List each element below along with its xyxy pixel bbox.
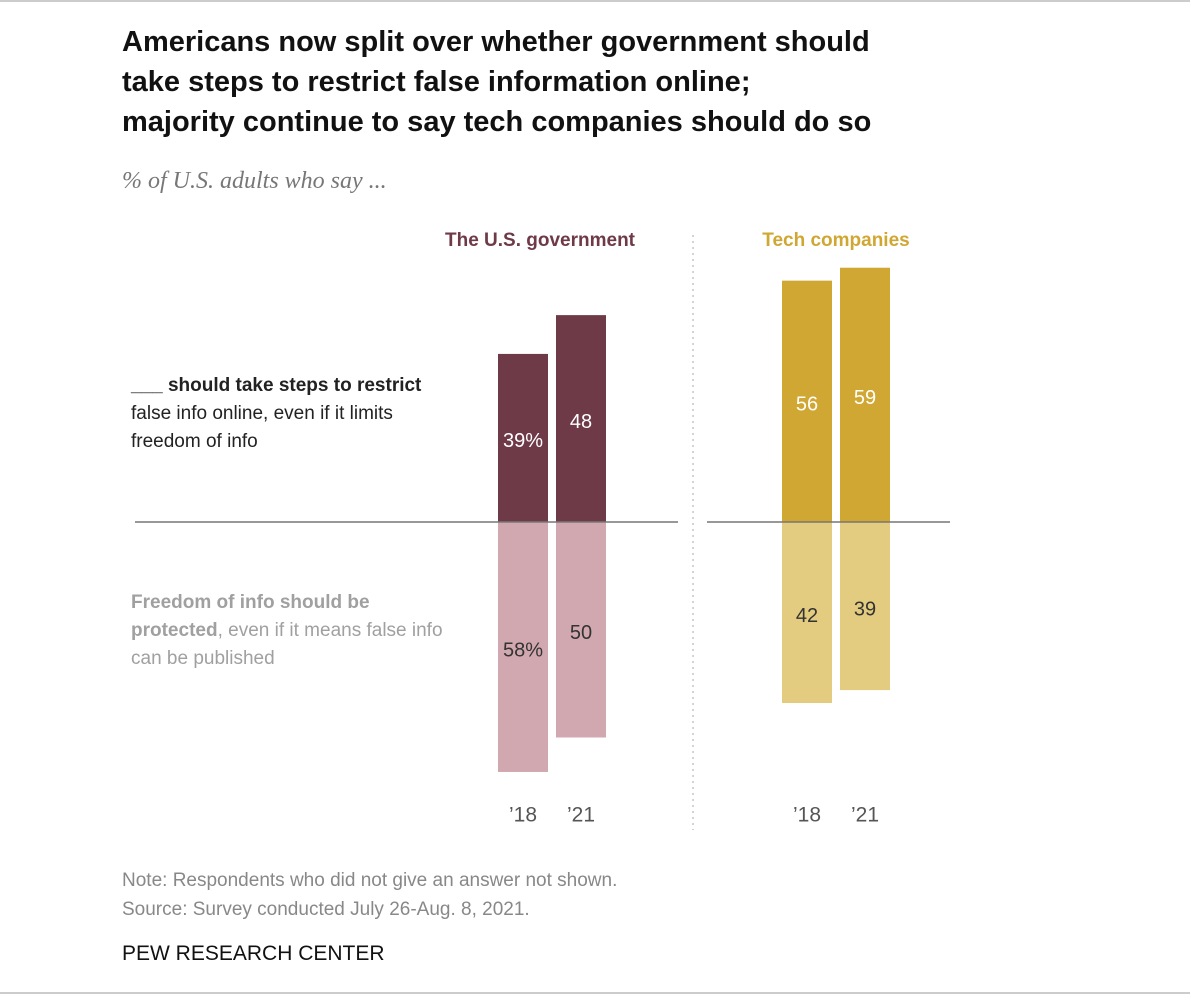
subtitle: % of U.S. adults who say ... [122, 168, 387, 194]
credit: PEW RESEARCH CENTER [122, 942, 385, 965]
title-line: majority continue to say tech companies … [122, 106, 872, 138]
bar [782, 522, 832, 704]
value-label: 58% [503, 639, 543, 661]
bar [840, 522, 890, 691]
row-label-bold: ___ should take steps to restrict [131, 375, 422, 396]
value-label: 48 [570, 411, 592, 433]
x-tick-label: ’18 [509, 804, 537, 827]
value-label: 56 [796, 394, 818, 416]
panel-title: Tech companies [762, 230, 909, 251]
value-label: 42 [796, 605, 818, 627]
x-tick-label: ’18 [793, 804, 821, 827]
row-label-text: false info online, even if it limits fre… [131, 403, 393, 452]
bar [498, 522, 548, 772]
bar [782, 280, 832, 522]
bar [840, 267, 890, 522]
value-label: 59 [854, 387, 876, 409]
row-label: Freedom of info should be protected, eve… [131, 589, 449, 673]
x-tick-label: ’21 [851, 804, 879, 827]
value-label: 39% [503, 430, 543, 452]
source: Source: Survey conducted July 26-Aug. 8,… [122, 899, 530, 920]
note: Note: Respondents who did not give an an… [122, 870, 618, 891]
title-line: Americans now split over whether governm… [122, 26, 870, 58]
x-tick-label: ’21 [567, 804, 595, 827]
value-label: 50 [570, 622, 592, 644]
value-label: 39 [854, 598, 876, 620]
row-label-bold: Freedom of info should be protected [131, 592, 370, 641]
bar [556, 315, 606, 522]
title: Americans now split over whether governm… [122, 22, 871, 142]
row-label: ___ should take steps to restrict false i… [131, 372, 449, 456]
row-label-text: , even if it means false info can be pub… [131, 620, 443, 669]
bar [556, 522, 606, 738]
bar [498, 353, 548, 522]
title-line: take steps to restrict false information… [122, 66, 751, 98]
panel-title: The U.S. government [445, 230, 636, 251]
